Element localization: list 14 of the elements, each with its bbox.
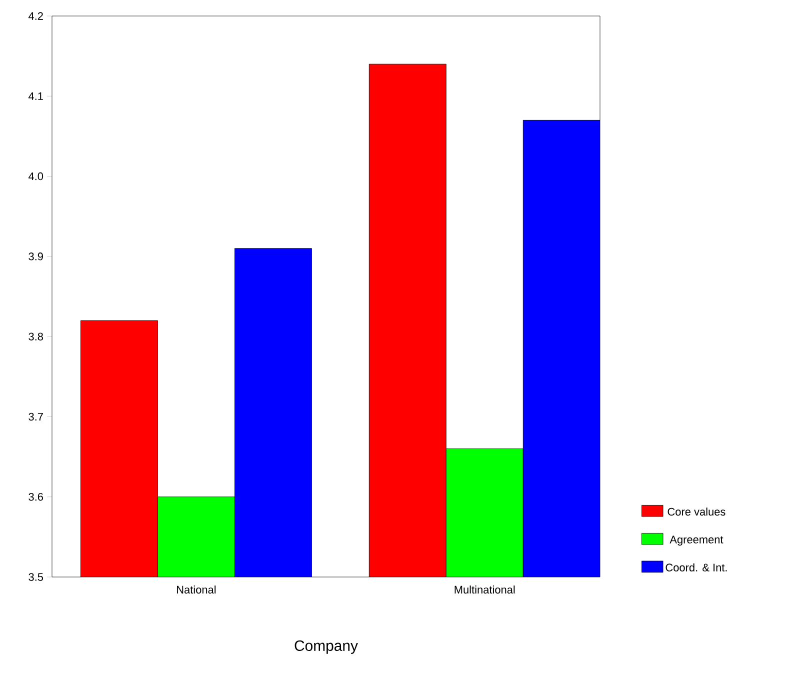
x-tick-label: National xyxy=(177,586,216,594)
y-tick-label: 4.2 xyxy=(28,12,43,20)
legend-label: Agreement xyxy=(670,536,724,546)
y-tick-label: 3.7 xyxy=(28,412,43,421)
y-tick-label: 4.0 xyxy=(28,172,44,180)
y-tick-label: 4.1 xyxy=(28,92,43,100)
x-tick-label: Multinational xyxy=(454,586,515,594)
legend-label: Core values xyxy=(668,508,726,516)
y-tick-label: 3.9 xyxy=(28,252,43,260)
y-tick-label: 3.8 xyxy=(28,332,43,340)
x-axis-title: Company xyxy=(294,640,358,654)
legend-label: Coord. & Int. xyxy=(666,563,727,572)
y-tick-label: 3.5 xyxy=(28,573,44,581)
y-tick-label: 3.6 xyxy=(28,492,43,501)
